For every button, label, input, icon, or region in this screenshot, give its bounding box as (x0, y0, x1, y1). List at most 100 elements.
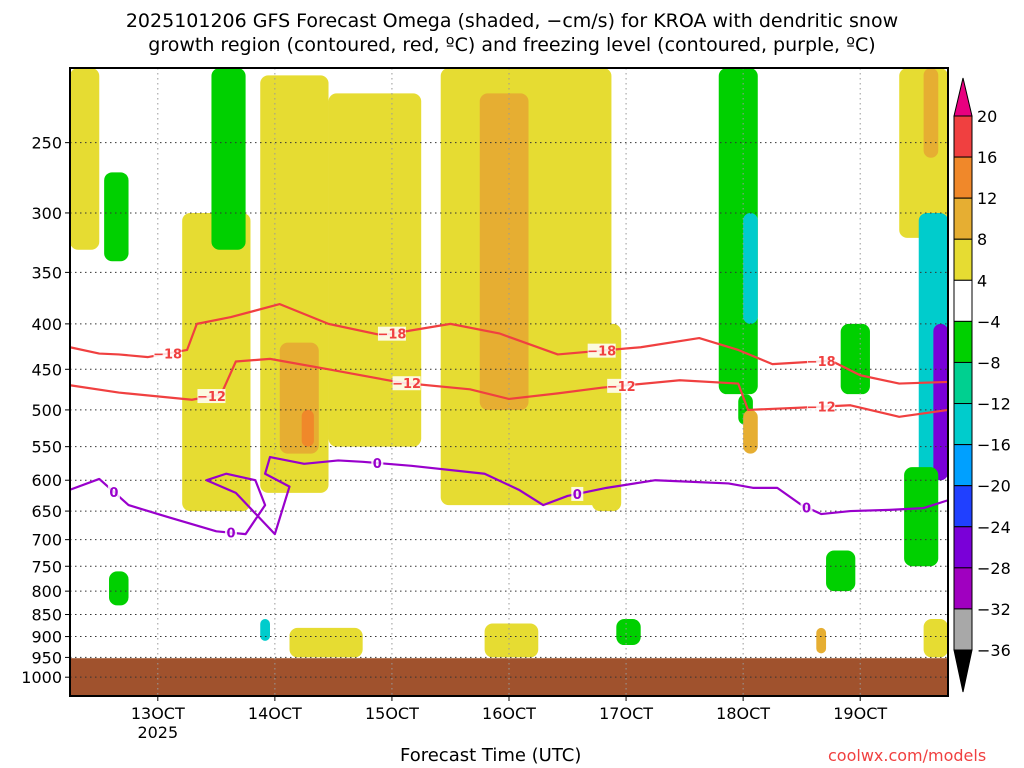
x-tick-label: 18OCT (716, 704, 770, 723)
y-tick-label: 800 (31, 582, 62, 601)
x-tick-sublabel: 2025 (137, 723, 178, 742)
omega-region (479, 93, 529, 410)
colorbar-swatch (953, 567, 973, 610)
contour-label: 0 (573, 488, 582, 503)
colorbar-swatch (953, 156, 973, 199)
colorbar-swatch (953, 526, 973, 569)
omega-region (289, 627, 363, 658)
contour-label-bg (800, 500, 813, 515)
colorbar-over-triangle (953, 77, 973, 117)
credit-link[interactable]: coolwx.com/models (828, 746, 987, 765)
omega-region (816, 627, 827, 654)
contour-label-bg (607, 378, 636, 393)
omega-region (923, 68, 939, 158)
contour-label: 0 (373, 457, 382, 472)
colorbar-swatch (953, 444, 973, 487)
omega-region (616, 619, 641, 646)
colorbar-label: 4 (977, 271, 987, 290)
omega-region (260, 619, 270, 641)
contour-label: 0 (226, 527, 235, 542)
omega-shading (70, 68, 948, 658)
contour-label: −18 (587, 345, 616, 360)
colorbar-label: 8 (977, 230, 987, 249)
y-tick-label: 600 (31, 471, 62, 490)
contour-label: −18 (153, 348, 182, 363)
colorbar-under-triangle (953, 649, 973, 693)
colorbar: 20 16 12 8 4 −4 −8 −12 −16 −20 −24 −28 −32 −36 (953, 77, 1011, 693)
omega-region (109, 571, 129, 606)
x-tick-label: 15OCT (365, 704, 419, 723)
contour-label-bg (587, 343, 616, 358)
omega-region (826, 550, 856, 592)
colorbar-swatch (953, 115, 973, 158)
colorbar-label: −16 (977, 436, 1011, 455)
y-tick-label: 500 (31, 401, 62, 420)
x-tick-label: 19OCT (833, 704, 887, 723)
contour-label-bg (571, 486, 584, 501)
colorbar-label: 12 (977, 189, 997, 208)
y-tick-label: 850 (31, 606, 62, 625)
contour-label-bg (107, 485, 120, 500)
colorbar-swatch (953, 403, 973, 446)
omega-region (904, 467, 939, 567)
y-tick-label: 550 (31, 438, 62, 457)
contour-line (69, 455, 949, 536)
colorbar-label: −12 (977, 395, 1011, 414)
omega-region (933, 323, 948, 481)
omega-region (840, 323, 870, 395)
contour-label-bg (197, 389, 226, 404)
contour-label-bg (807, 399, 836, 414)
y-tick-label: 650 (31, 502, 62, 521)
colorbar-swatch (953, 197, 973, 240)
colorbar-swatch (953, 608, 973, 651)
y-tick-label: 950 (31, 648, 62, 667)
omega-region (923, 619, 948, 658)
colorbar-label: −8 (977, 353, 1001, 372)
y-tick-label: 250 (31, 134, 62, 153)
colorbar-label: −28 (977, 559, 1011, 578)
x-axis-label: Forecast Time (UTC) (400, 745, 582, 766)
grid (70, 68, 948, 696)
contour-label-bg (371, 456, 384, 471)
y-tick-label: 350 (31, 263, 62, 282)
omega-region (301, 409, 314, 447)
contour-label-bg (224, 525, 237, 540)
y-tick-label: 1000 (21, 668, 62, 687)
y-tick-label: 400 (31, 315, 62, 334)
contour-label: −12 (807, 401, 836, 416)
contour-label: −12 (607, 380, 636, 395)
omega-region (743, 409, 758, 454)
omega-region (484, 623, 539, 658)
omega-region (70, 68, 100, 250)
colorbar-label: 16 (977, 148, 997, 167)
colorbar-swatch (953, 238, 973, 281)
y-tick-label: 750 (31, 557, 62, 576)
axes: 250 300 350 400 450 500 550 600 650 700 750 800 850 9… (21, 134, 887, 742)
colorbar-swatch (953, 361, 973, 405)
omega-region (211, 68, 246, 250)
y-tick-label: 900 (31, 628, 62, 647)
contour-label: −18 (377, 328, 406, 343)
colorbar-swatch (953, 485, 973, 528)
contour-label: 0 (802, 501, 811, 516)
chart-title-line-2: growth region (contoured, red, ºC) and f… (148, 34, 876, 56)
omega-region (328, 93, 422, 447)
contour-label: −12 (197, 390, 226, 405)
y-tick-label: 700 (31, 531, 62, 550)
omega-region (104, 172, 129, 262)
contour-label-bg (377, 326, 406, 341)
colorbar-swatch (953, 279, 973, 322)
y-tick-label: 450 (31, 360, 62, 379)
contour-label: 0 (109, 486, 118, 501)
x-tick-label: 16OCT (482, 704, 536, 723)
colorbar-label: −24 (977, 518, 1011, 537)
contour-label-bg (392, 376, 421, 391)
contour-label-bg (807, 354, 836, 369)
chart-title-line-1: 2025101206 GFS Forecast Omega (shaded, −… (125, 10, 899, 32)
colorbar-label: 20 (977, 107, 997, 126)
contours: −18 −18 −18 −18 −12 −12 −12 −12 0 0 0 0 0 (69, 302, 949, 542)
omega-region (743, 212, 758, 324)
omega-region (182, 212, 251, 512)
x-tick-label: 17OCT (599, 704, 653, 723)
